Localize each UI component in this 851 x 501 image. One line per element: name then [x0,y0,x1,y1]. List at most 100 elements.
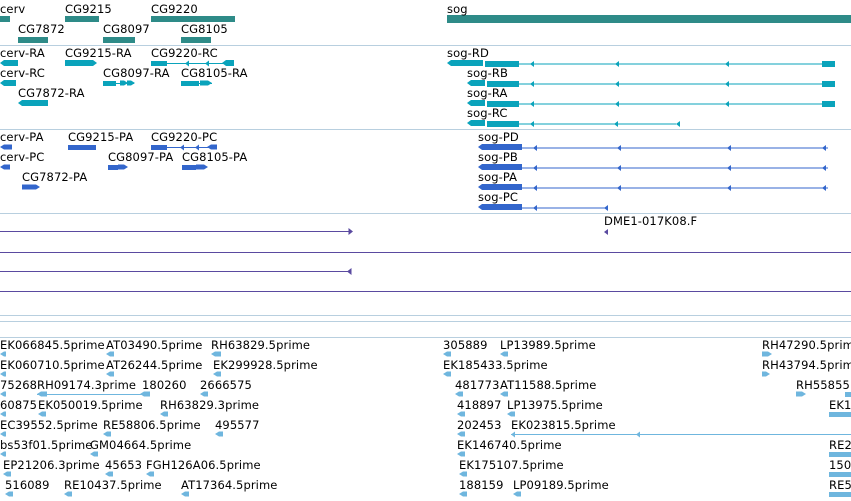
est-label[interactable]: 150 [829,458,851,472]
est-label[interactable]: 188159 [459,478,504,492]
est-label[interactable]: 418897 [457,398,502,412]
est-label[interactable]: 305889 [443,338,488,352]
est-label[interactable]: RH43794.5prime [762,358,851,372]
transcript-label[interactable]: sog-RC [467,106,508,120]
feature-block [0,60,18,66]
est-label[interactable]: EK185433.5prime [443,358,548,372]
protein-label[interactable]: cerv-PC [0,150,45,164]
est-label[interactable]: RH47290.5prime [762,338,851,352]
est-label[interactable]: RE58806.5prime [103,418,201,432]
est-label[interactable]: EK1 [829,398,851,412]
feature-block [0,411,6,417]
transcript-label[interactable]: cerv-RC [0,66,45,80]
est-label[interactable]: LP13975.5prime [507,398,603,412]
feature-block [160,411,168,417]
transcript-label[interactable]: CG9215-RA [65,46,132,60]
est-label[interactable]: LP09189.5prime [513,478,609,492]
gene-label[interactable]: CG9220 [151,2,198,16]
transcript-label[interactable]: CG8097-RA [103,66,170,80]
est-label[interactable]: EK146740.5prime [457,438,562,452]
est-label[interactable]: LP13989.5prime [500,338,596,352]
est-label[interactable]: RE10437.5prime [64,478,162,492]
gene-label[interactable]: CG9215 [65,2,112,16]
protein-label[interactable]: CG9220-PC [151,130,218,144]
arrow-left-icon [617,185,621,191]
est-label[interactable]: bs53f01.5prime [0,438,93,452]
est-label[interactable]: AT17364.5prime [181,478,278,492]
gene-label[interactable]: CG7872 [18,22,65,36]
feature-block [151,61,167,66]
protein-label[interactable]: sog-PA [478,170,518,184]
feature-block [142,391,150,397]
est-label[interactable]: AT26244.5prime [106,358,203,372]
est-label[interactable]: 2666575 [200,378,252,392]
est-label[interactable]: 180260 [142,378,187,392]
protein-label[interactable]: CG8105-PA [182,150,248,164]
gene-label[interactable]: CG8097 [103,22,150,36]
transcript-label[interactable]: sog-RB [467,66,508,80]
arrow-left-icon [617,145,621,151]
est-label[interactable]: AT03490.5prime [106,338,203,352]
protein-label[interactable]: CG8097-PA [108,150,174,164]
est-label[interactable]: 60875 [0,398,38,412]
feature-block [103,81,116,86]
feature-block [467,100,485,106]
est-label[interactable]: EC39552.5prime [0,418,98,432]
feature-block [467,120,485,126]
feature-block [196,164,208,170]
est-label[interactable]: 516089 [5,478,50,492]
est-label[interactable]: 45653 [105,458,143,472]
transcript-label[interactable]: CG9220-RC [151,46,218,60]
arrow-left-icon [615,81,619,87]
transcript-label[interactable]: CG7872-RA [18,86,85,100]
arrow-left-icon [822,145,826,151]
protein-label[interactable]: cerv-PA [0,130,44,144]
est-label[interactable]: RE5 [829,478,851,492]
arrow-right-icon [348,228,353,235]
feature-block [457,451,465,457]
est-label[interactable]: 481773 [455,378,500,392]
transcript-label[interactable]: sog-RD [447,46,489,60]
est-label[interactable]: EK050019.5prime [38,398,143,412]
protein-label[interactable]: CG7872-PA [22,170,88,184]
feature-block [65,60,97,66]
est-label[interactable]: EK299928.5prime [213,358,318,372]
feature-block [478,184,522,190]
feature-block [457,411,465,417]
arrow-left-icon [604,229,608,235]
est-label[interactable]: 202453 [457,418,502,432]
gene-label[interactable]: cerv [0,2,26,16]
protein-label[interactable]: CG9215-PA [68,130,134,144]
est-label[interactable]: RH09174.3prime [37,378,137,392]
feature-block [762,351,772,357]
protein-label[interactable]: sog-PB [478,150,518,164]
alignment-label[interactable]: DME1-017K08.F [604,214,698,228]
est-label[interactable]: GM04664.5prime [90,438,192,452]
est-label[interactable]: EK023815.5prime [511,418,616,432]
est-label[interactable]: RE2 [829,438,851,452]
est-label[interactable]: FGH126A06.5prime [146,458,261,472]
est-label[interactable]: RH55855 [796,378,850,392]
est-label[interactable]: EK066845.5prime [0,338,105,352]
est-label[interactable]: EP21206.3prime [3,458,100,472]
gene-label[interactable]: CG8105 [181,22,228,36]
feature-block [0,391,6,397]
gene-bar [18,37,48,43]
protein-label[interactable]: sog-PD [478,130,519,144]
arrow-left-icon [530,61,534,67]
est-label[interactable]: RH63829.3prime [160,398,260,412]
est-label[interactable]: 495577 [215,418,260,432]
est-label[interactable]: 75268 [0,378,38,392]
transcript-label[interactable]: CG8105-RA [181,66,248,80]
protein-label[interactable]: sog-PC [478,190,519,204]
feature-block [0,451,6,457]
est-label[interactable]: EK175107.5prime [459,458,564,472]
est-label[interactable]: RH63829.5prime [211,338,311,352]
gene-label[interactable]: sog [447,2,468,16]
transcript-label[interactable]: cerv-RA [0,46,45,60]
transcript-label[interactable]: sog-RA [467,86,508,100]
gene-bar [65,16,99,22]
feature-block [105,471,113,477]
est-label[interactable]: EK060710.5prime [0,358,105,372]
est-label[interactable]: AT11588.5prime [500,378,597,392]
